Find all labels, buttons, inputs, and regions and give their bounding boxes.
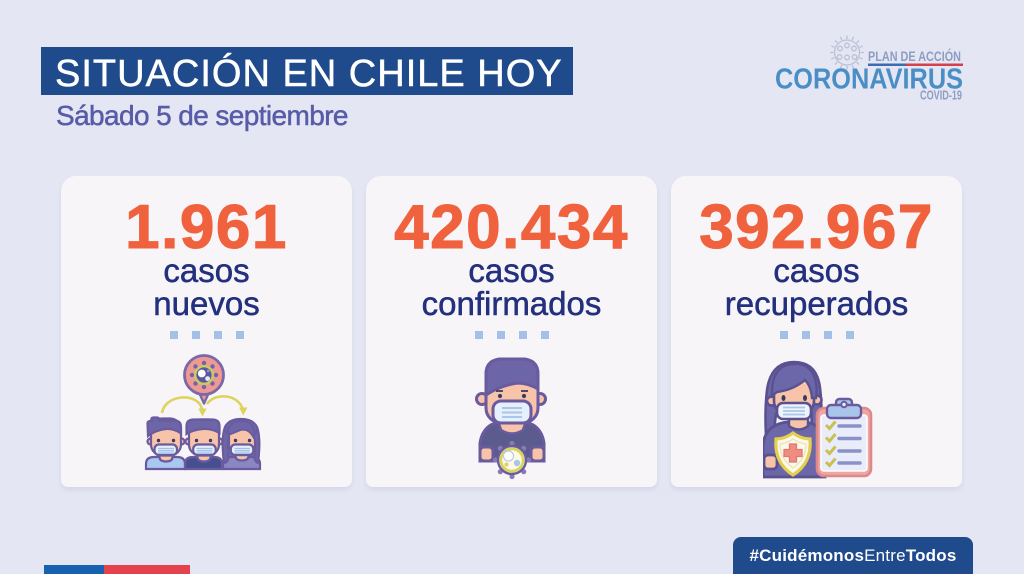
svg-text:PLAN DE ACCIÓN: PLAN DE ACCIÓN: [868, 49, 961, 64]
svg-text:COVID-19: COVID-19: [920, 89, 962, 103]
svg-text:CORONAVIRUS: CORONAVIRUS: [775, 64, 963, 96]
